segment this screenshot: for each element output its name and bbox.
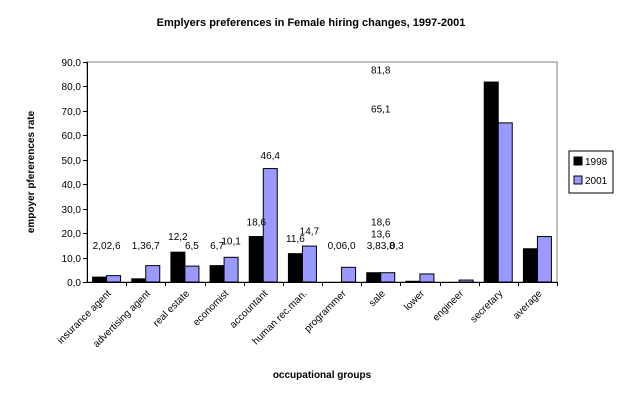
y-tick-label: 70,0	[62, 107, 82, 118]
bar-2001	[536, 236, 552, 283]
plot-area	[86, 61, 558, 283]
legend-swatch-2001	[573, 175, 583, 185]
data-label: 6,5	[185, 241, 199, 252]
data-label: 81,8	[371, 66, 391, 77]
bar-2001	[223, 256, 239, 283]
bar-2001	[458, 279, 474, 283]
data-label: 14,7	[300, 227, 320, 238]
bar-1998	[366, 272, 382, 283]
y-tick-label: 50,0	[62, 156, 82, 167]
chart-title: Emplyers preferences in Female hiring ch…	[157, 17, 466, 29]
bar-2001	[145, 265, 161, 283]
data-label: 3,8	[367, 241, 381, 252]
data-label: 1,3	[132, 241, 146, 252]
y-tick-label: 90,0	[62, 58, 82, 69]
y-axis-title: empoyer pfererences rate	[26, 110, 37, 233]
data-label: 3,8	[381, 241, 395, 252]
data-label: 46,4	[261, 151, 281, 162]
y-tick-label: 0,0	[67, 278, 81, 289]
data-label: 0,3	[390, 241, 404, 252]
legend-label-2001: 2001	[585, 176, 608, 187]
data-label: 18,6	[371, 217, 391, 228]
legend: 1998 2001	[568, 150, 614, 194]
data-label: 10,1	[221, 236, 241, 247]
y-tick-label: 10,0	[62, 254, 82, 265]
bar-2001	[341, 266, 357, 283]
bar-1998	[248, 236, 264, 283]
plot-area-frame	[86, 61, 558, 283]
x-axis-title: occupational groups	[273, 370, 372, 381]
data-label: 2,6	[107, 241, 121, 252]
data-label: 0,0	[328, 241, 342, 252]
bar-1998	[131, 278, 147, 283]
data-label: 18,6	[247, 217, 267, 228]
data-label: 2,0	[93, 241, 107, 252]
y-tick-label: 30,0	[62, 205, 82, 216]
legend-label-1998: 1998	[585, 157, 608, 168]
y-tick-label: 60,0	[62, 131, 82, 142]
bar-1998	[483, 81, 499, 283]
bar-2001	[380, 272, 396, 283]
bar-1998	[209, 265, 225, 283]
bar-1998	[522, 248, 538, 283]
legend-swatch-1998	[573, 156, 583, 166]
bar-1998	[92, 276, 108, 283]
data-labels: 2,0 2,6 1,3 6,712,26,5 6,710,118,646,411,614…	[93, 66, 405, 253]
y-axis: 0,0 10,0 20,0 30,0 40,0 50,0 60,0 70,0 80,0 90,0	[62, 58, 88, 289]
data-label: 11,6	[286, 234, 305, 245]
bar-2001	[419, 273, 435, 283]
bar-2001	[497, 122, 513, 283]
data-label: 6,0	[342, 241, 356, 252]
bar-1998	[170, 251, 186, 283]
y-tick-label: 20,0	[62, 229, 82, 240]
data-label: 65,1	[371, 104, 391, 115]
bar-2001	[301, 245, 317, 283]
y-tick-label: 40,0	[62, 180, 82, 191]
bar-2001	[184, 265, 200, 283]
bar-2001	[106, 275, 122, 283]
data-label: 12,2	[168, 232, 188, 243]
y-tick-label: 80,0	[62, 82, 82, 93]
data-label: 6,7	[210, 241, 224, 252]
bar-1998	[405, 280, 421, 283]
bar-1998	[287, 253, 303, 283]
data-label: 13,6	[371, 230, 391, 241]
data-label: 6,7	[146, 241, 160, 252]
